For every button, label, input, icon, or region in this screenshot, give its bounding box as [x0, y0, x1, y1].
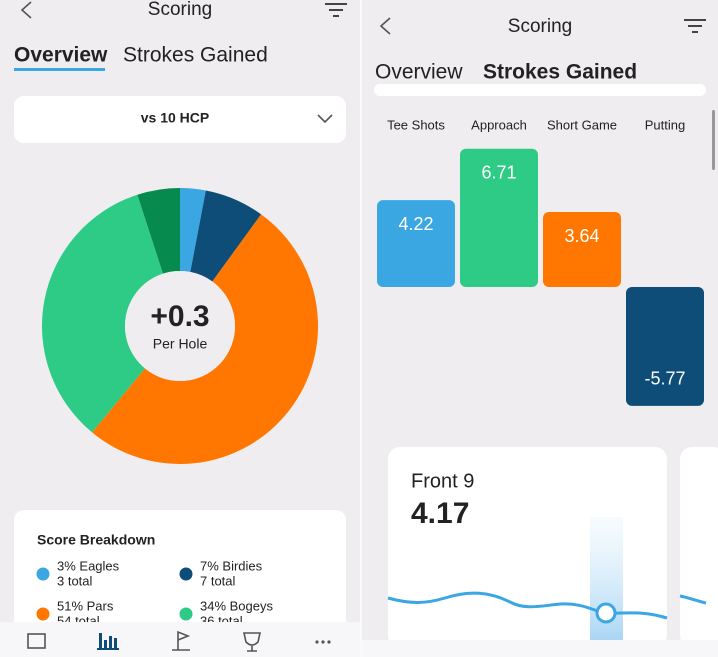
category-label: Approach	[471, 117, 527, 132]
header-title: Scoring	[148, 0, 212, 20]
scrollbar	[712, 110, 715, 170]
breakdown-title: Score Breakdown	[37, 532, 155, 548]
breakdown-card	[14, 510, 346, 650]
legend-label: 51% Pars	[57, 598, 114, 613]
divider	[360, 0, 362, 657]
donut-center-value: +0.3	[150, 300, 209, 333]
legend-total: 7 total	[200, 573, 236, 588]
donut-segment	[180, 188, 206, 272]
donut-hole	[125, 271, 235, 381]
category-label: Putting	[645, 117, 685, 132]
category-label: Short Game	[547, 117, 617, 132]
nav-icons	[27, 630, 331, 652]
nav-feed[interactable]	[27, 633, 46, 649]
bar	[377, 200, 455, 287]
donut-center-label: Per Hole	[153, 336, 208, 352]
legend-label: 7% Birdies	[200, 558, 263, 573]
legend-total: 3 total	[57, 573, 93, 588]
filter-button[interactable]	[684, 19, 706, 33]
bar-value-label: 3.64	[564, 226, 599, 246]
bar	[543, 212, 621, 287]
back9-card[interactable]	[680, 447, 718, 647]
nav-trophy[interactable]	[243, 632, 261, 652]
header-title: Scoring	[508, 16, 572, 37]
filter-button[interactable]	[325, 3, 347, 17]
legend-dot	[179, 607, 193, 621]
bar-value-label: 4.22	[398, 214, 433, 234]
right-screen: Scoring Overview Strokes Gained Tee Shot…	[362, 16, 718, 657]
trend-point	[595, 602, 617, 624]
nav-course[interactable]	[172, 630, 191, 651]
dropdown-label: vs 10 HCP	[141, 110, 209, 126]
legend-dot	[36, 607, 50, 621]
strokes-gained-chart: Tee Shots 4.22 Approach 6.71 Short Game 3.64 P…	[377, 117, 704, 406]
donut-segment	[41, 194, 164, 433]
donut-segment	[137, 188, 180, 274]
nav-bar	[362, 640, 718, 657]
legend-label: 34% Bogeys	[200, 598, 273, 613]
nav-more[interactable]	[315, 640, 331, 644]
tab-underline	[14, 68, 105, 71]
left-screen: Scoring Overview Strokes Gained vs 10 HC…	[14, 0, 347, 652]
card-title: Front 9	[411, 470, 474, 492]
nav-stats[interactable]	[97, 633, 119, 650]
tab[interactable]: Overview	[375, 61, 463, 84]
legend-label: 3% Eagles	[57, 558, 120, 573]
card-value: 4.17	[411, 497, 469, 530]
bar	[460, 148, 538, 287]
bar-value-label: 6.71	[481, 163, 516, 183]
back-button[interactable]	[379, 17, 391, 35]
bar-value-label: -5.77	[644, 369, 685, 389]
back-button[interactable]	[20, 1, 32, 19]
tab[interactable]: Overview	[14, 44, 108, 67]
legend-dot	[179, 567, 193, 581]
dropdown[interactable]: vs 10 HCP	[14, 96, 346, 143]
tab[interactable]: Strokes Gained	[483, 61, 637, 84]
legend-dot	[36, 567, 50, 581]
bar	[626, 287, 704, 406]
donut-segment	[92, 214, 318, 464]
tab[interactable]: Strokes Gained	[123, 44, 268, 67]
donut-chart	[41, 188, 318, 464]
dropdown-edge	[374, 84, 706, 96]
category-label: Tee Shots	[387, 117, 445, 132]
donut-segment	[190, 190, 262, 282]
trend-line	[679, 594, 707, 605]
